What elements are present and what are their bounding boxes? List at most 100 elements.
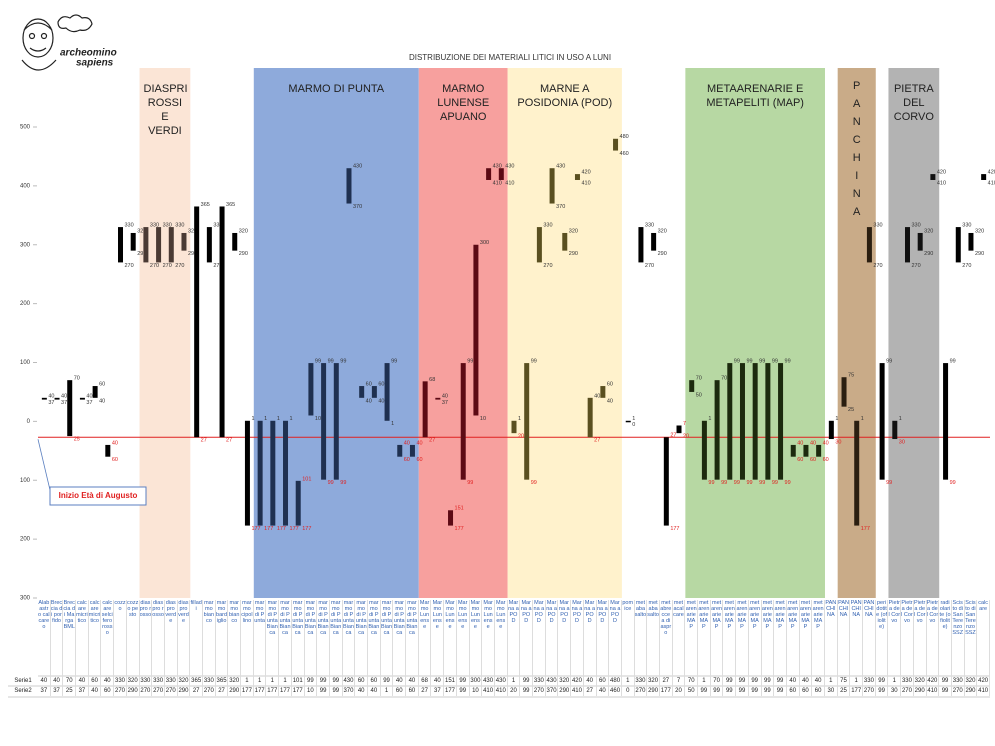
data-label: 410 (937, 180, 946, 186)
range-bar (803, 444, 809, 457)
data-label: 37 (86, 400, 92, 406)
data-label: 60 (797, 457, 803, 463)
table-cell: 270 (203, 686, 216, 696)
group-title: PANCHINA (850, 80, 863, 224)
table-cell: 177 (241, 686, 254, 696)
data-label: 27 (201, 438, 207, 444)
data-label: 430 (505, 164, 514, 170)
range-bar (943, 363, 949, 480)
table-cell: 27 (190, 686, 203, 696)
table-cell: 1 (508, 676, 521, 686)
table-header-cell: marmo di Punta Bianca (381, 600, 394, 676)
data-label: 99 (531, 359, 537, 365)
data-label: 99 (734, 359, 740, 365)
table-cell: 99 (736, 676, 749, 686)
data-label: 10 (315, 416, 321, 422)
table-cell: 37 (38, 686, 51, 696)
range-bar (295, 480, 301, 526)
data-label: 70 (721, 376, 727, 382)
range-bar (955, 227, 961, 263)
table-cell: 37 (431, 686, 445, 696)
table-header-cell: marmo di Punta Bianca (343, 600, 356, 676)
range-bar (917, 232, 923, 251)
table-cell: 330 (901, 676, 914, 686)
table-cell: 430 (495, 676, 508, 686)
data-label: 40 (404, 440, 410, 446)
table-cell: 60 (393, 686, 407, 696)
table-header-cell: marmo di Punta Bianca (317, 600, 330, 676)
logo-text: sapiens (76, 58, 114, 69)
table-cell: 270 (114, 686, 127, 696)
table-header-cell: calcare selcifero rosso (101, 600, 115, 676)
table-cell: 99 (939, 686, 952, 696)
table-cell: 60 (787, 686, 800, 696)
table-cell: 330 (165, 676, 178, 686)
table-header-cell: Pietra del Corvo (914, 600, 927, 676)
range-bar (574, 174, 580, 180)
range-bar (879, 363, 885, 480)
table-header-cell: Marna a POD (546, 600, 559, 676)
data-label: 300 (480, 240, 489, 246)
data-label: 330 (911, 223, 920, 229)
table-cell: 1 (381, 686, 394, 696)
range-bar (816, 444, 822, 457)
range-bar (333, 363, 339, 480)
table-cell: 300 (470, 676, 483, 686)
range-bar (663, 437, 669, 526)
table-header-cell: Marna a POD (584, 600, 597, 676)
table-header-cell: filladi (190, 600, 203, 676)
data-label: 290 (924, 251, 933, 257)
table-cell: 40 (38, 676, 51, 686)
table-cell: 270 (533, 686, 546, 696)
table-cell: 177 (254, 686, 267, 696)
table-cell: 99 (317, 686, 330, 696)
range-bar (359, 386, 365, 398)
data-label: 40 (607, 398, 613, 404)
data-label: 320 (924, 228, 933, 234)
table-cell: 25 (838, 686, 851, 696)
table-header-cell: Marmo Lunense (470, 600, 483, 676)
table-cell: 40 (584, 676, 597, 686)
table-header-cell: cozzo pesto (127, 600, 140, 676)
data-label: 60 (378, 382, 384, 388)
table-cell: 177 (267, 686, 280, 696)
table-cell: 270 (165, 686, 178, 696)
table-cell: 410 (571, 686, 584, 696)
table-cell: 25 (63, 686, 77, 696)
table-cell: 290 (229, 686, 242, 696)
data-label: 99 (785, 480, 791, 486)
data-label: 101 (302, 476, 311, 482)
data-label: 99 (708, 480, 714, 486)
table-cell: 40 (89, 686, 102, 696)
y-tick-label: 300 (20, 596, 31, 602)
data-label: 290 (658, 251, 667, 257)
range-bar (194, 206, 200, 438)
data-label: 1 (264, 416, 267, 422)
table-header-cell: marmo di Punta Bianca (330, 600, 343, 676)
table-cell: 99 (939, 676, 952, 686)
table-cell: 320 (127, 676, 140, 686)
range-bar (981, 174, 987, 180)
range-bar (460, 363, 466, 480)
data-label: 320 (569, 228, 578, 234)
table-cell: 270 (153, 686, 165, 696)
data-label: 60 (366, 382, 372, 388)
data-label: 330 (213, 223, 222, 229)
data-label: 20 (518, 434, 524, 440)
data-label: 270 (150, 263, 159, 269)
data-label: 99 (531, 480, 537, 486)
data-label: 27 (429, 438, 435, 444)
data-label: 40 (416, 440, 422, 446)
table-cell: 330 (203, 676, 216, 686)
range-bar (689, 380, 695, 392)
data-label: 60 (99, 382, 105, 388)
range-bar (587, 397, 593, 438)
data-label: 40 (594, 393, 600, 399)
data-label: 99 (759, 480, 765, 486)
data-label: 99 (950, 480, 956, 486)
table-cell: 40 (406, 676, 419, 686)
table-cell: 40 (597, 686, 610, 696)
data-label: 1 (899, 416, 902, 422)
data-label: 27 (594, 438, 600, 444)
data-label: 1 (835, 416, 838, 422)
